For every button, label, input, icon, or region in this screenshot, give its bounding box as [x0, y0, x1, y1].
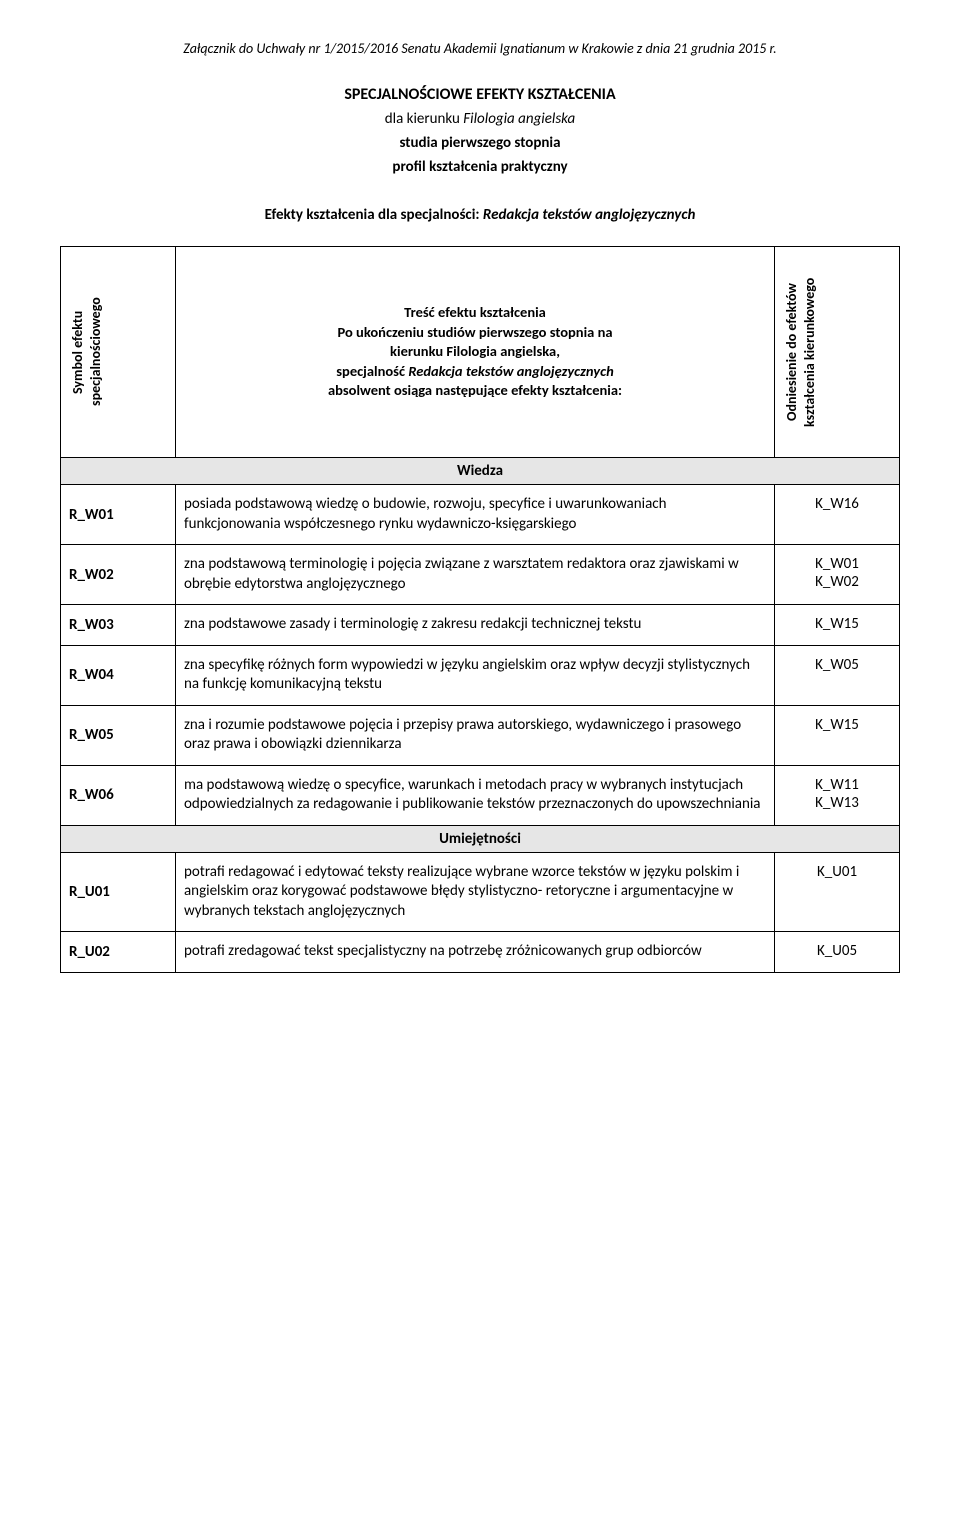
effects-label-italic: Redakcja tekstów anglojęzycznych	[483, 206, 696, 224]
effects-table: Symbol efektu specjalnościowego Treść ef…	[60, 246, 900, 973]
table-row: R_W05 zna i rozumie podstawowe pojęcia i…	[61, 705, 900, 765]
table-row: R_W03 zna podstawowe zasady i terminolog…	[61, 605, 900, 646]
section-wiedza-label: Wiedza	[61, 458, 900, 485]
row-symbol: R_W01	[61, 485, 176, 545]
table-row: R_W06 ma podstawową wiedzę o specyfice, …	[61, 765, 900, 825]
col-header-ref: Odniesienie do efektów kształcenia kieru…	[783, 257, 819, 447]
page-title: SPECJALNOŚCIOWE EFEKTY KSZTAŁCENIA	[60, 85, 900, 104]
desc-header-line1: Treść efektu kształcenia	[404, 303, 546, 321]
row-symbol: R_W02	[61, 545, 176, 605]
row-symbol: R_W04	[61, 645, 176, 705]
col-header-desc: Treść efektu kształcenia Po ukończeniu s…	[176, 247, 775, 458]
section-umiejetnosci-label: Umiejętności	[61, 825, 900, 852]
row-symbol: R_W03	[61, 605, 176, 646]
col-header-symbol: Symbol efektu specjalnościowego	[69, 257, 105, 447]
section-row-wiedza: Wiedza	[61, 458, 900, 485]
desc-header-line4-italic: Redakcja tekstów anglojęzycznych	[408, 362, 613, 380]
table-row: R_W04 zna specyfikę różnych form wypowie…	[61, 645, 900, 705]
row-desc: zna podstawowe zasady i terminologię z z…	[176, 605, 775, 646]
subtitle-direction: dla kierunku Filologia angielska	[60, 110, 900, 128]
row-ref: K_W16	[775, 485, 900, 545]
row-ref: K_W15	[775, 605, 900, 646]
row-desc: zna i rozumie podstawowe pojęcia i przep…	[176, 705, 775, 765]
row-desc: potrafi zredagować tekst specjalistyczny…	[176, 932, 775, 973]
row-desc: posiada podstawową wiedzę o budowie, roz…	[176, 485, 775, 545]
table-header-row: Symbol efektu specjalnościowego Treść ef…	[61, 247, 900, 458]
subtitle-profile: profil kształcenia praktyczny	[60, 158, 900, 176]
table-row: R_U01 potrafi redagować i edytować tekst…	[61, 852, 900, 932]
table-row: R_W01 posiada podstawową wiedzę o budowi…	[61, 485, 900, 545]
table-row: R_W02 zna podstawową terminologię i poję…	[61, 545, 900, 605]
row-ref: K_U01	[775, 852, 900, 932]
attachment-note: Załącznik do Uchwały nr 1/2015/2016 Sena…	[60, 40, 900, 57]
desc-header-line5: absolwent osiąga następujące efekty kszt…	[328, 381, 622, 399]
desc-header-line3: kierunku Filologia angielska,	[390, 342, 560, 360]
table-row: R_U02 potrafi zredagować tekst specjalis…	[61, 932, 900, 973]
row-symbol: R_W05	[61, 705, 176, 765]
row-ref: K_W05	[775, 645, 900, 705]
section-row-umiejetnosci: Umiejętności	[61, 825, 900, 852]
row-ref: K_W01 K_W02	[775, 545, 900, 605]
row-desc: potrafi redagować i edytować teksty real…	[176, 852, 775, 932]
row-symbol: R_U01	[61, 852, 176, 932]
row-desc: ma podstawową wiedzę o specyfice, warunk…	[176, 765, 775, 825]
row-symbol: R_W06	[61, 765, 176, 825]
row-ref: K_U05	[775, 932, 900, 973]
row-symbol: R_U02	[61, 932, 176, 973]
desc-header-line4-prefix: specjalność	[336, 362, 408, 380]
desc-header-line2: Po ukończeniu studiów pierwszego stopnia…	[337, 323, 612, 341]
row-ref: K_W11 K_W13	[775, 765, 900, 825]
subtitle-for-italic: Filologia angielska	[463, 110, 575, 128]
row-ref: K_W15	[775, 705, 900, 765]
subtitle-for-prefix: dla kierunku	[385, 110, 464, 128]
effects-label-prefix: Efekty kształcenia dla specjalności:	[265, 206, 483, 224]
row-desc: zna podstawową terminologię i pojęcia zw…	[176, 545, 775, 605]
row-desc: zna specyfikę różnych form wypowiedzi w …	[176, 645, 775, 705]
subtitle-level: studia pierwszego stopnia	[60, 134, 900, 152]
effects-section-label: Efekty kształcenia dla specjalności: Red…	[60, 206, 900, 224]
